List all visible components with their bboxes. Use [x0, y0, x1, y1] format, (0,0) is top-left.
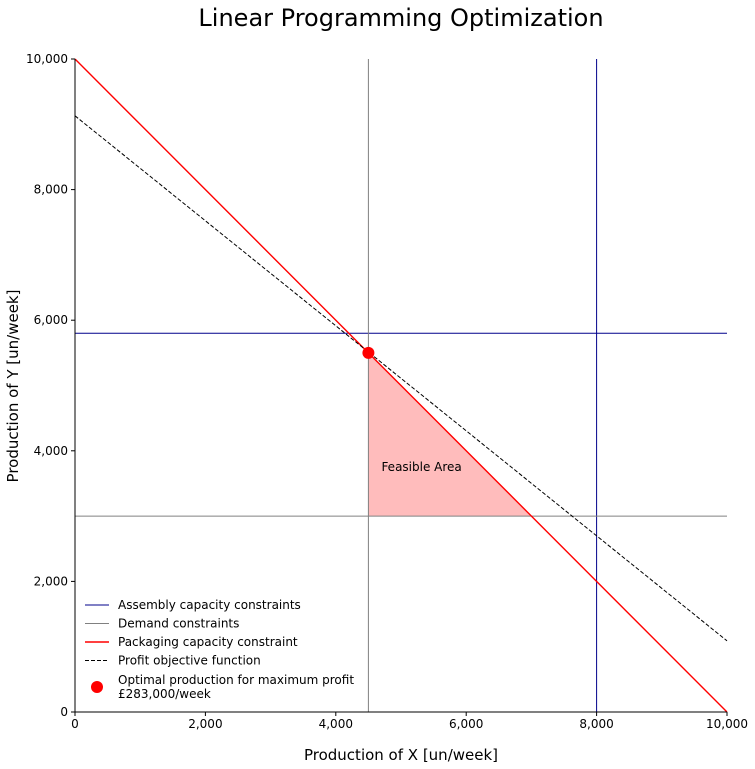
legend-label-4: Profit objective function — [118, 654, 261, 668]
feasible-area-label: Feasible Area — [381, 460, 461, 474]
legend-label-1: Assembly capacity constraints — [118, 598, 301, 612]
optimal-point-marker — [362, 346, 375, 359]
x-tick-label: 8,000 — [579, 717, 613, 731]
legend-label-2: Demand constraints — [118, 617, 239, 631]
legend: Assembly capacity constraints Demand cons… — [85, 598, 354, 701]
x-tick-label: 0 — [71, 717, 79, 731]
x-tick-label: 2,000 — [188, 717, 222, 731]
y-tick-label: 0 — [60, 705, 68, 719]
legend-label-optimal: £283,000/week — [118, 687, 211, 701]
series-3-line-1 — [74, 58, 728, 713]
y-tick-label: 10,000 — [26, 52, 68, 66]
legend-swatch-optimal — [91, 681, 103, 693]
chart-title: Linear Programming Optimization — [198, 4, 603, 32]
x-axis-label: Production of X [un/week] — [304, 746, 498, 764]
y-tick-label: 2,000 — [34, 574, 68, 588]
x-tick-label: 4,000 — [319, 717, 353, 731]
y-tick-label: 8,000 — [34, 183, 68, 197]
x-tick-label: 10,000 — [706, 717, 748, 731]
legend-label-optimal: Optimal production for maximum profit — [118, 673, 354, 687]
series-4-line-1 — [74, 115, 728, 642]
x-tick-label: 6,000 — [449, 717, 483, 731]
legend-label-3: Packaging capacity constraint — [118, 635, 298, 649]
y-axis-label: Production of Y [un/week] — [4, 290, 22, 483]
y-tick-label: 6,000 — [34, 313, 68, 327]
y-tick-label: 4,000 — [34, 444, 68, 458]
